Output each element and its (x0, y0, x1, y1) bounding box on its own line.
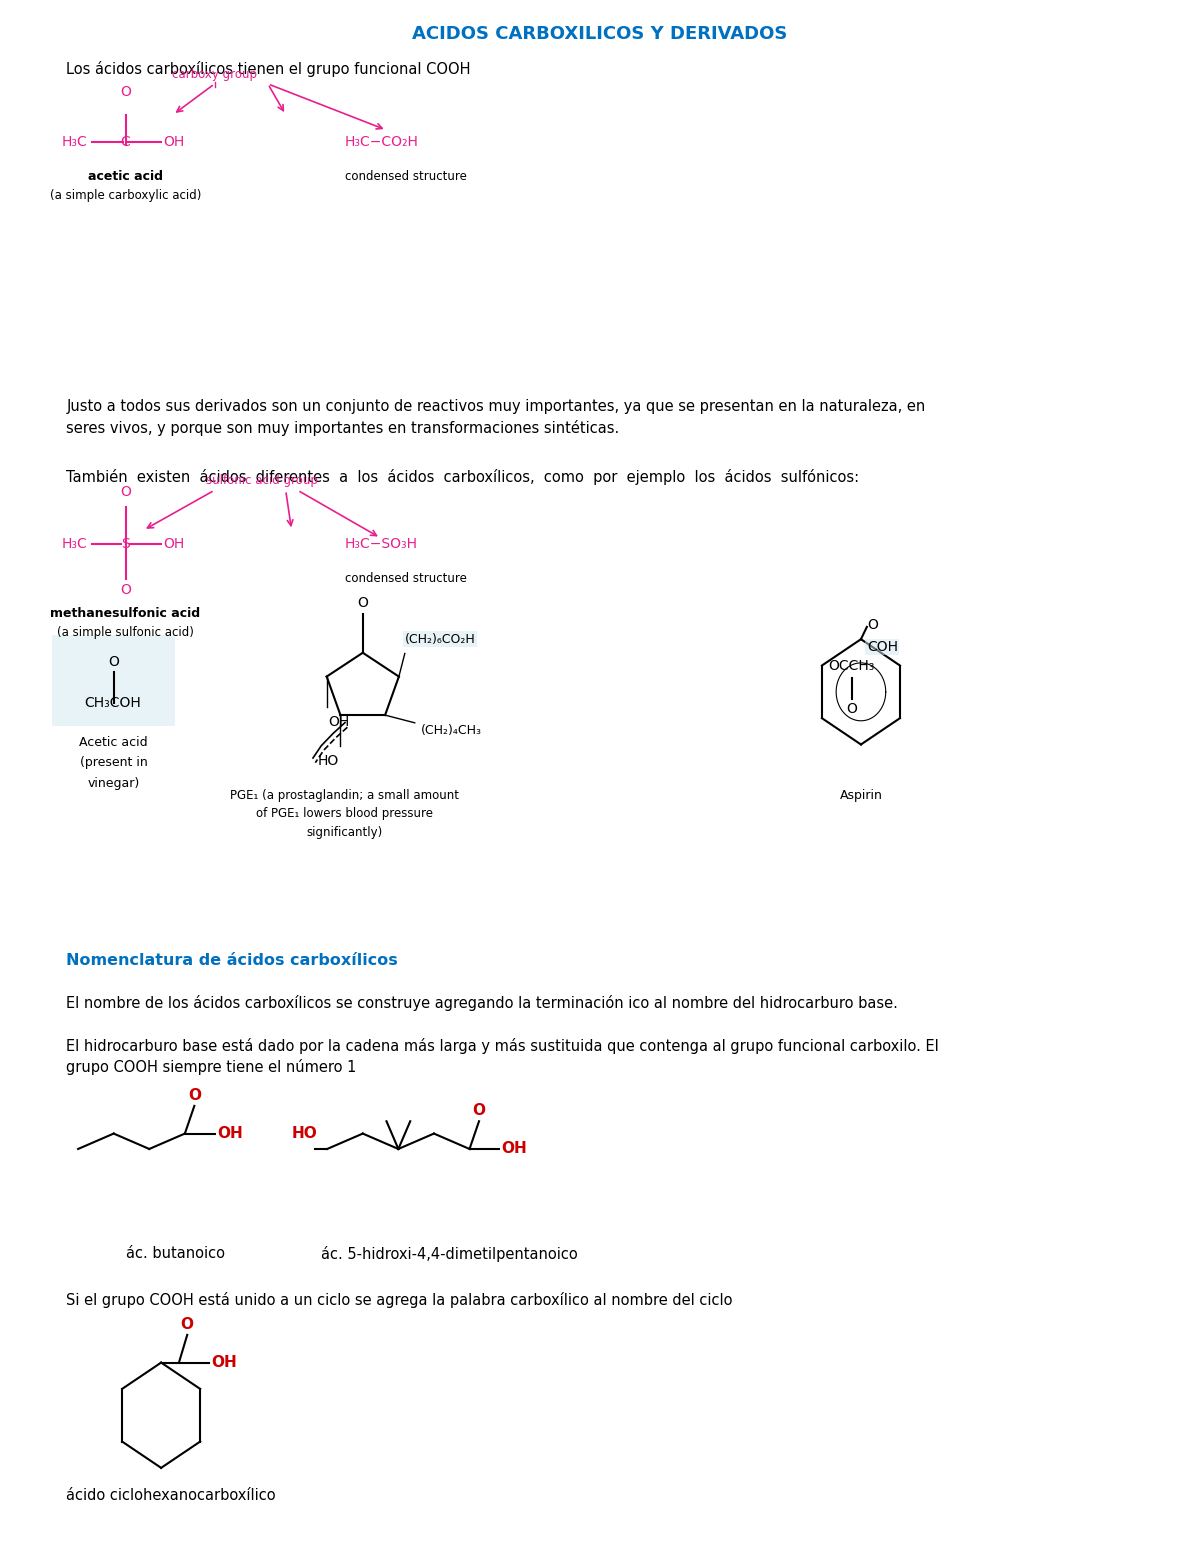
Text: COH: COH (866, 640, 898, 654)
Text: H₃C−CO₂H: H₃C−CO₂H (344, 135, 419, 149)
Text: HO: HO (318, 753, 340, 767)
Text: S: S (121, 537, 130, 551)
Text: H₃C−SO₃H: H₃C−SO₃H (344, 537, 418, 551)
Text: El hidrocarburo base está dado por la cadena más larga y más sustituida que cont: El hidrocarburo base está dado por la ca… (66, 1037, 940, 1075)
Text: O: O (188, 1087, 200, 1103)
Text: Si el grupo COOH está unido a un ciclo se agrega la palabra carboxílico al nombr: Si el grupo COOH está unido a un ciclo s… (66, 1292, 733, 1308)
Text: (a simple carboxylic acid): (a simple carboxylic acid) (50, 188, 202, 202)
Text: ACIDOS CARBOXILICOS Y DERIVADOS: ACIDOS CARBOXILICOS Y DERIVADOS (413, 25, 787, 43)
Text: O: O (358, 596, 368, 610)
Text: (a simple sulfonic acid): (a simple sulfonic acid) (58, 626, 194, 638)
Text: ác. 5-hidroxi-4,4-dimetilpentanoico: ác. 5-hidroxi-4,4-dimetilpentanoico (322, 1246, 578, 1263)
Text: O: O (120, 582, 131, 596)
Text: O: O (108, 655, 119, 669)
Text: OH: OH (163, 537, 185, 551)
Text: PGE₁ (a prostaglandin; a small amount: PGE₁ (a prostaglandin; a small amount (230, 789, 460, 801)
Text: O: O (866, 618, 877, 632)
Text: Aspirin: Aspirin (840, 789, 882, 801)
Text: OCCH₃: OCCH₃ (828, 658, 875, 672)
Text: Acetic acid: Acetic acid (79, 736, 148, 750)
Text: H₃C: H₃C (62, 135, 88, 149)
Text: O: O (473, 1103, 486, 1118)
Text: O: O (120, 486, 131, 500)
Text: significantly): significantly) (307, 826, 383, 839)
Text: (present in: (present in (80, 756, 148, 769)
Text: También  existen  ácidos  diferentes  a  los  ácidos  carboxílicos,  como  por  : También existen ácidos diferentes a los … (66, 469, 859, 485)
Text: condensed structure: condensed structure (344, 572, 467, 585)
Text: methanesulfonic acid: methanesulfonic acid (50, 607, 200, 620)
Text: ác. butanoico: ác. butanoico (126, 1246, 224, 1261)
Text: O: O (181, 1317, 193, 1332)
Text: CH₃COH: CH₃COH (84, 696, 140, 710)
Text: OH: OH (163, 135, 185, 149)
Text: Justo a todos sus derivados son un conjunto de reactivos muy importantes, ya que: Justo a todos sus derivados son un conju… (66, 399, 925, 436)
Text: El nombre de los ácidos carboxílicos se construye agregando la terminación ico a: El nombre de los ácidos carboxílicos se … (66, 995, 898, 1011)
Text: OH: OH (502, 1141, 527, 1157)
Text: of PGE₁ lowers blood pressure: of PGE₁ lowers blood pressure (257, 808, 433, 820)
Text: vinegar): vinegar) (88, 776, 140, 789)
Text: OH: OH (328, 714, 349, 728)
Text: O: O (846, 702, 857, 716)
Text: Los ácidos carboxílicos tienen el grupo funcional COOH: Los ácidos carboxílicos tienen el grupo … (66, 61, 470, 76)
FancyBboxPatch shape (52, 635, 175, 725)
Text: ácido ciclohexanocarboxílico: ácido ciclohexanocarboxílico (66, 1488, 276, 1503)
Text: HO: HO (292, 1126, 317, 1141)
Text: carboxy group: carboxy group (172, 68, 257, 81)
Text: (CH₂)₄CH₃: (CH₂)₄CH₃ (421, 724, 481, 738)
Text: Nomenclatura de ácidos carboxílicos: Nomenclatura de ácidos carboxílicos (66, 954, 398, 969)
Text: condensed structure: condensed structure (344, 171, 467, 183)
Text: sulfonic acid group: sulfonic acid group (206, 474, 318, 488)
Text: OH: OH (217, 1126, 242, 1141)
Text: OH: OH (211, 1356, 236, 1370)
Text: H₃C: H₃C (62, 537, 88, 551)
Text: (CH₂)₆CO₂H: (CH₂)₆CO₂H (404, 632, 475, 646)
Text: acetic acid: acetic acid (88, 171, 163, 183)
Text: C: C (121, 135, 131, 149)
Text: O: O (120, 85, 131, 99)
